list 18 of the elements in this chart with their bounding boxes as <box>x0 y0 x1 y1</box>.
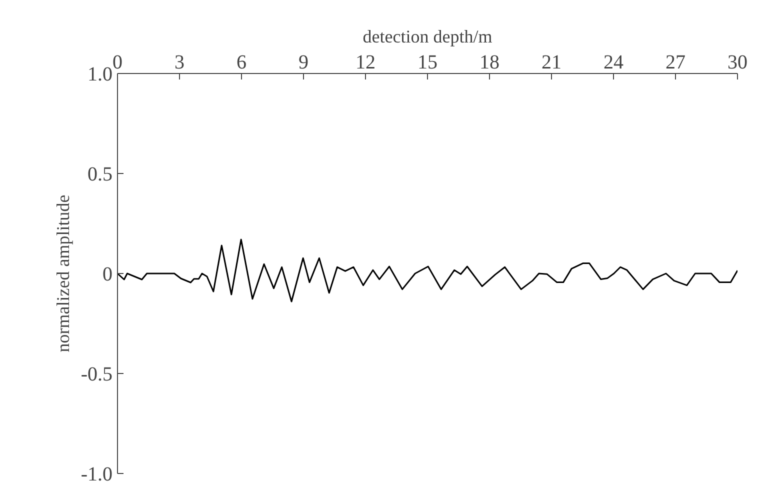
y-tick-label: 0.5 <box>88 164 112 186</box>
y-axis-title: normalized amplitude <box>52 194 73 352</box>
y-tick-label: 1.0 <box>88 64 112 86</box>
x-tick-label: 3 <box>174 52 184 74</box>
x-tick-label: 27 <box>666 52 686 74</box>
x-tick-label: 12 <box>356 52 376 74</box>
line-series <box>118 238 738 302</box>
x-tick-label: 9 <box>298 52 308 74</box>
x-tick-label: 21 <box>542 52 562 74</box>
y-tick-label: -1.0 <box>80 464 113 483</box>
x-tick-label: 24 <box>604 52 624 74</box>
y-tick-label: 0 <box>102 264 112 286</box>
x-axis-title: detection depth/m <box>362 26 492 46</box>
x-tick-label: 30 <box>728 52 748 74</box>
x-tick-label: 6 <box>236 52 246 74</box>
x-tick-label: 18 <box>480 52 500 74</box>
y-tick-label: -0.5 <box>80 364 113 386</box>
x-tick-label: 15 <box>418 52 438 74</box>
